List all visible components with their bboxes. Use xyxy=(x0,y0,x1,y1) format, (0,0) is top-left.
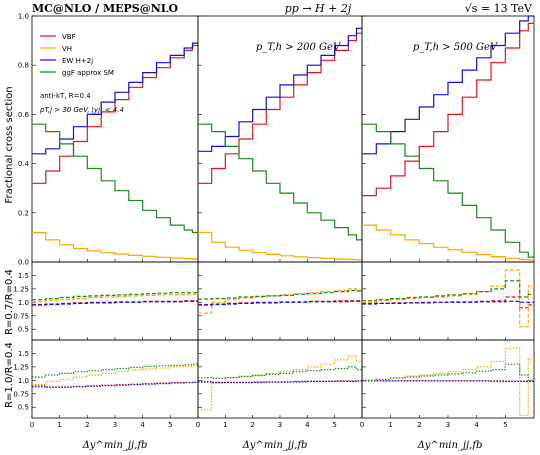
series-ggf-approx-sm xyxy=(32,292,198,301)
x-tick-label: 5 xyxy=(168,421,172,429)
x-tick-label: 1 xyxy=(223,421,227,429)
series-ew-h-2j xyxy=(198,300,362,306)
legend-label-ggf: ggF approx SM xyxy=(62,69,114,77)
y-tick-label: 0.6 xyxy=(18,111,30,119)
y-tick-label: 0.4 xyxy=(18,160,30,168)
legend-label-vh: VH xyxy=(62,45,72,53)
ratio2-ylabel: R=1.0/R=0.4 xyxy=(4,342,15,408)
y-tick-label: 0.75 xyxy=(13,312,29,320)
header-center: pp → H + 2j xyxy=(285,2,352,15)
series-vh xyxy=(198,288,362,314)
legend-note-algorithm: anti-kT, R=0.4 xyxy=(40,92,91,100)
series-ggf-approx-sm xyxy=(198,289,362,300)
series-ggf-approx-sm xyxy=(362,123,534,258)
legend-label-ew: EW H+2j xyxy=(62,57,93,65)
x-tick-label: 3 xyxy=(278,421,282,429)
series-ew-h-2j xyxy=(32,381,198,388)
y-tick-label: 1.0 xyxy=(18,13,29,21)
panel-frame xyxy=(197,339,363,419)
header-right: √s = 13 TeV xyxy=(465,2,533,15)
series-ew-h-2j xyxy=(198,27,362,152)
panel3-label: p_T,h > 500 GeV xyxy=(413,42,499,53)
xlabel-col2: Δy^min_jj,fb xyxy=(242,440,308,451)
panel-frame xyxy=(197,261,363,341)
y-tick-label: 0.5 xyxy=(18,404,29,412)
x-tick-label: 3 xyxy=(113,421,117,429)
series-vh xyxy=(198,231,362,261)
panel-frame xyxy=(361,339,535,419)
series-ew-h-2j xyxy=(362,300,534,305)
series-ggf-approx-sm xyxy=(362,363,534,381)
series-vbf xyxy=(362,379,534,382)
series-ew-h-2j xyxy=(32,42,198,155)
x-tick-label: 4 xyxy=(474,421,479,429)
y-tick-label: 1.5 xyxy=(18,350,29,358)
y-tick-label: 0.75 xyxy=(13,390,29,398)
y-tick-label: 0.5 xyxy=(18,326,29,334)
series-vh xyxy=(32,365,198,386)
legend: VBF VH EW H+2j ggF approx SM anti-kT, R=… xyxy=(39,33,124,114)
series-vbf xyxy=(198,32,362,184)
series-vbf xyxy=(32,44,198,184)
y-tick-label: 0.2 xyxy=(18,209,29,217)
plot-area: 0.0 0.2 0.4 0.6 0.8 1.0 0.5 0.75 1.0 1.25 1.5 0.5 0.… xyxy=(13,13,535,429)
x-tick-label: 2 xyxy=(417,421,421,429)
x-tick-label: 1 xyxy=(57,421,61,429)
x-tick-label: 5 xyxy=(503,421,507,429)
series-ew-h-2j xyxy=(362,15,534,155)
xlabel-col3: Δy^min_jj,fb xyxy=(417,440,483,451)
header-left: MC@NLO / MEPS@NLO xyxy=(32,2,179,15)
main-ylabel: Fractional cross section xyxy=(4,86,15,203)
y-tick-label: 1.25 xyxy=(13,285,29,293)
series-ggf-approx-sm xyxy=(198,123,362,241)
x-tick-label: 4 xyxy=(305,421,310,429)
x-tick-label: 4 xyxy=(140,421,145,429)
x-tick-label: 5 xyxy=(332,421,336,429)
series-vh xyxy=(362,224,534,261)
series-vh xyxy=(198,355,362,411)
y-tick-label: 0.8 xyxy=(18,62,29,70)
ratio1-ylabel: R=0.7/R=0.4 xyxy=(4,269,15,335)
y-tick-label: 1.5 xyxy=(18,272,29,280)
legend-note-cuts: pT,j > 30 GeV, |yj| < 4.4 xyxy=(39,106,124,114)
series-ggf-approx-sm xyxy=(32,363,198,378)
series-ew-h-2j xyxy=(198,380,362,384)
series-ggf-approx-sm xyxy=(362,280,534,302)
y-tick-label: 1.0 xyxy=(18,377,29,385)
panel2-label: p_T,h > 200 GeV xyxy=(256,42,342,53)
panel-frame xyxy=(31,339,199,419)
y-tick-label: 1.0 xyxy=(18,299,29,307)
series-vbf xyxy=(198,380,362,384)
legend-label-vbf: VBF xyxy=(62,33,76,41)
x-tick-label: 2 xyxy=(250,421,254,429)
x-tick-label: 3 xyxy=(446,421,450,429)
y-tick-label: 0.0 xyxy=(18,259,29,267)
x-tick-label: 0 xyxy=(30,421,34,429)
x-tick-label: 2 xyxy=(85,421,89,429)
y-tick-label: 1.25 xyxy=(13,363,29,371)
series-vh xyxy=(32,231,198,260)
x-tick-label: 0 xyxy=(360,421,364,429)
series-ggf-approx-sm xyxy=(32,123,198,234)
x-tick-label: 1 xyxy=(388,421,392,429)
series-ew-h-2j xyxy=(32,300,198,306)
series-vbf xyxy=(362,22,534,197)
x-tick-label: 0 xyxy=(196,421,200,429)
xlabel-col1: Δy^min_jj,fb xyxy=(82,440,148,451)
series-ew-h-2j xyxy=(362,380,534,382)
series-ggf-approx-sm xyxy=(198,366,362,379)
series-vh xyxy=(32,293,198,303)
series-vh xyxy=(362,269,534,328)
